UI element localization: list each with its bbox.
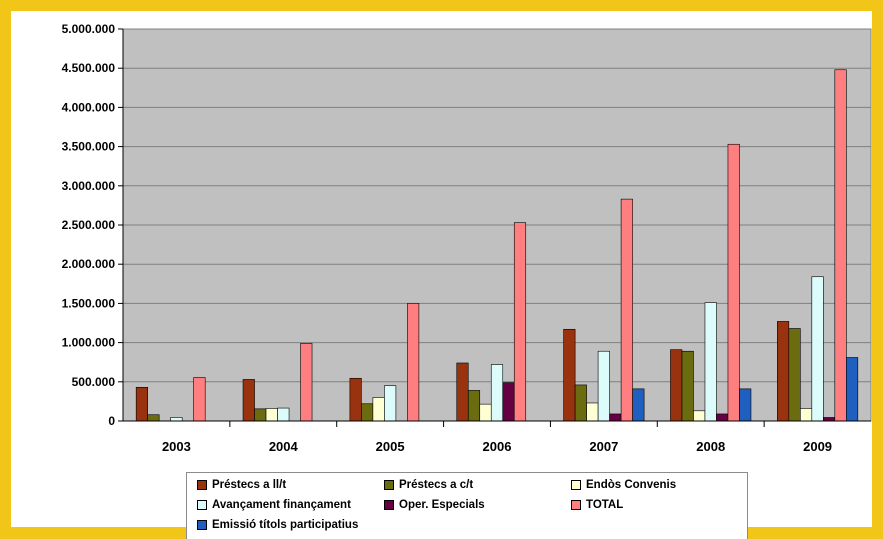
legend-item: Oper. Especials: [384, 497, 485, 513]
bar: [349, 377, 362, 422]
x-tick-label: 2004: [269, 439, 299, 454]
x-tick-label: 2007: [589, 439, 618, 454]
legend-item: Préstecs a ll/t: [197, 477, 286, 493]
legend-item: Endòs Convenis: [571, 477, 676, 493]
legend-item: Avançament finançament: [197, 497, 351, 513]
y-tick-label: 2.000.000: [62, 257, 116, 271]
chart-legend: Préstecs a ll/t Préstecs a c/t Endòs Conve…: [186, 472, 748, 539]
bar: [788, 328, 801, 422]
bar: [300, 343, 313, 422]
bar: [727, 143, 740, 422]
bar-chart: 0 500.000 1.000.000 1.500.000 2.000.000 2.500…: [62, 22, 872, 454]
bar: [490, 364, 504, 422]
bar: [502, 382, 515, 422]
bar: [620, 198, 633, 422]
x-tick-label: 2003: [162, 439, 191, 454]
legend-swatch: [197, 480, 207, 490]
legend-swatch: [197, 520, 207, 530]
bar: [811, 276, 824, 422]
bar: [372, 397, 385, 422]
legend-swatch: [571, 480, 581, 490]
bar: [170, 417, 183, 422]
legend-swatch: [571, 500, 581, 510]
y-tick-label: 5.000.000: [62, 22, 116, 36]
legend-swatch: [384, 480, 394, 490]
bar: [693, 410, 706, 422]
y-tick-label: 3.500.000: [62, 140, 116, 154]
bar: [777, 321, 790, 422]
bar: [597, 350, 610, 422]
bar: [681, 350, 694, 422]
bar: [135, 386, 148, 422]
x-tick-label: 2009: [803, 439, 832, 454]
bar: [563, 328, 576, 422]
legend-label: Oper. Especials: [399, 499, 485, 511]
chart-panel: 0 500.000 1.000.000 1.500.000 2.000.000 2.500…: [11, 11, 872, 539]
bar: [147, 414, 160, 422]
y-tick-label: 3.000.000: [62, 179, 116, 193]
bar: [467, 390, 481, 422]
y-tick-label: 4.500.000: [62, 61, 116, 75]
bar: [407, 303, 420, 422]
bar: [846, 357, 859, 422]
x-tick-label: 2006: [483, 439, 512, 454]
legend-item: TOTAL: [571, 497, 623, 513]
bar: [574, 384, 587, 422]
x-tick-label: 2008: [696, 439, 725, 454]
bar: [479, 403, 492, 422]
legend-swatch: [197, 500, 207, 510]
bar: [739, 388, 752, 422]
y-tick-label: 0: [108, 414, 115, 428]
bar: [384, 385, 397, 422]
y-tick-label: 1.500.000: [62, 296, 116, 310]
legend-swatch: [384, 500, 394, 510]
bar: [265, 408, 278, 422]
bar: [670, 349, 683, 422]
bar: [242, 379, 255, 422]
legend-label: TOTAL: [586, 499, 624, 511]
legend-label: Préstecs a ll/t: [212, 479, 287, 491]
bar: [361, 403, 374, 422]
bar: [586, 402, 599, 422]
legend-label: Endòs Convenis: [586, 479, 677, 491]
y-tick-label: 1.000.000: [62, 336, 116, 350]
bar: [609, 413, 622, 422]
bar: [716, 413, 729, 422]
bar: [632, 388, 645, 422]
y-tick-label: 2.500.000: [62, 218, 116, 232]
bar: [704, 302, 717, 422]
legend-label: Emissió títols participatius: [212, 519, 359, 531]
bar: [823, 417, 836, 422]
bar: [254, 408, 267, 422]
bar: [277, 407, 290, 422]
bar: [193, 377, 206, 422]
legend-label: Avançament finançament: [212, 499, 351, 511]
bar: [456, 362, 469, 422]
x-tick-label: 2005: [376, 439, 405, 454]
bar: [834, 69, 847, 422]
bar: [800, 408, 813, 422]
y-tick-label: 4.000.000: [62, 100, 116, 114]
legend-item: Préstecs a c/t: [384, 477, 473, 493]
legend-label: Préstecs a c/t: [399, 479, 474, 491]
bar: [513, 222, 527, 422]
legend-item: Emissió títols participatius: [197, 517, 358, 533]
y-tick-label: 500.000: [72, 375, 116, 389]
